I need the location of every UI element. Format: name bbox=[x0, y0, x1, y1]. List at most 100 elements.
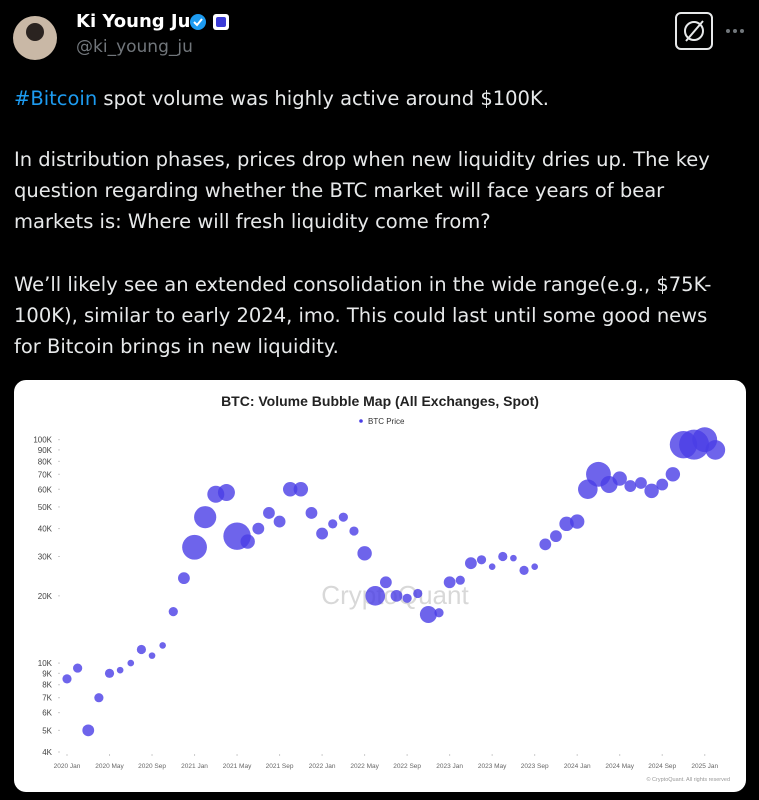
bubble bbox=[465, 557, 477, 570]
y-tick-label: 20K bbox=[38, 592, 53, 601]
bubble bbox=[569, 514, 585, 529]
post-line: markets is: Where will fresh liquidity c… bbox=[14, 210, 491, 233]
bubble bbox=[679, 429, 710, 460]
bubble bbox=[263, 507, 275, 519]
y-tick-label: 5K bbox=[42, 726, 52, 735]
grok-button[interactable] bbox=[675, 12, 713, 50]
x-tick-label: 2021 May bbox=[223, 763, 252, 770]
y-tick-label: 80K bbox=[38, 457, 53, 466]
y-tick-label: 6K bbox=[42, 709, 52, 718]
x-tick-label: 2023 Jan bbox=[436, 763, 463, 770]
bubble bbox=[293, 482, 309, 497]
x-tick-label: 2023 Sep bbox=[521, 763, 549, 770]
x-tick-label: 2022 May bbox=[350, 763, 379, 770]
post-paragraph: We’ll likely see an extended consolidati… bbox=[14, 269, 711, 362]
grok-icon bbox=[684, 21, 704, 41]
y-tick-label: 90K bbox=[38, 446, 53, 455]
bubble bbox=[136, 644, 147, 655]
verified-check bbox=[193, 18, 203, 27]
author-name[interactable]: Ki Young Ju bbox=[76, 11, 191, 32]
bubble bbox=[357, 546, 372, 561]
y-tick-label: 70K bbox=[38, 470, 53, 479]
copyright: © CryptoQuant. All rights reserved bbox=[646, 776, 730, 783]
bubble bbox=[168, 607, 178, 617]
y-tick-label: 4K bbox=[42, 748, 52, 757]
post-line: for Bitcoin brings in new liquidity. bbox=[14, 335, 339, 358]
bubble bbox=[116, 666, 124, 674]
y-tick-label: 50K bbox=[38, 503, 53, 512]
bubble bbox=[434, 608, 444, 618]
bubble bbox=[443, 576, 456, 589]
bubble bbox=[635, 477, 647, 489]
bubble bbox=[338, 512, 348, 522]
bubble bbox=[178, 572, 190, 585]
bubble bbox=[488, 563, 496, 571]
bubble bbox=[94, 693, 104, 703]
verified-badge bbox=[190, 14, 206, 30]
author-handle[interactable]: @ki_young_ju bbox=[76, 37, 193, 57]
bubble bbox=[365, 586, 386, 606]
header-icons bbox=[13, 12, 744, 60]
bubble bbox=[578, 479, 598, 500]
bubble bbox=[273, 515, 286, 528]
x-tick-label: 2021 Jan bbox=[181, 763, 208, 770]
bubble bbox=[390, 589, 403, 602]
x-tick-label: 2024 May bbox=[605, 763, 634, 770]
y-tick-label: 60K bbox=[38, 485, 53, 494]
bubble bbox=[559, 516, 574, 532]
bubble bbox=[148, 652, 156, 659]
more-button[interactable] bbox=[726, 29, 744, 33]
y-tick-label: 7K bbox=[42, 694, 52, 703]
bubble bbox=[379, 576, 392, 589]
chart-card bbox=[14, 380, 746, 792]
bubble bbox=[182, 534, 207, 560]
bubble bbox=[73, 663, 83, 673]
post-line: In distribution phases, prices drop when… bbox=[14, 148, 710, 171]
bubble bbox=[223, 522, 251, 550]
y-tick-label: 30K bbox=[38, 553, 53, 562]
bubble bbox=[644, 483, 659, 499]
bubble bbox=[519, 565, 529, 575]
x-tick-label: 2020 Jan bbox=[54, 763, 81, 770]
bubble bbox=[612, 471, 627, 486]
x-tick-label: 2024 Sep bbox=[648, 763, 676, 770]
bubble bbox=[305, 507, 318, 519]
bubble bbox=[328, 519, 338, 529]
bubble bbox=[62, 674, 72, 684]
bubble bbox=[476, 555, 487, 565]
bubble bbox=[539, 538, 552, 551]
bubble bbox=[692, 427, 718, 453]
x-tick-label: 2021 Sep bbox=[266, 763, 294, 770]
x-tick-label: 2022 Jan bbox=[309, 763, 336, 770]
post-paragraph: In distribution phases, prices drop when… bbox=[14, 144, 710, 237]
post-line: We’ll likely see an extended consolidati… bbox=[14, 273, 712, 296]
post-line: #Bitcoin spot volume was highly active a… bbox=[14, 83, 549, 114]
x-tick-label: 2020 Sep bbox=[138, 763, 166, 770]
bubble bbox=[207, 485, 225, 503]
bubble bbox=[104, 668, 115, 678]
hashtag[interactable]: #Bitcoin bbox=[14, 87, 98, 110]
bubble bbox=[127, 659, 135, 667]
x-tick-label: 2025 Jan bbox=[691, 763, 718, 770]
bubble bbox=[283, 482, 298, 497]
bubble bbox=[669, 430, 698, 459]
post-line: 100K), similar to early 2024, imo. This … bbox=[14, 304, 708, 327]
bubble bbox=[531, 563, 538, 571]
bubble bbox=[705, 440, 726, 460]
x-tick-label: 2024 Jan bbox=[564, 763, 591, 770]
avatar-face bbox=[26, 23, 44, 41]
legend-label: BTC Price bbox=[368, 417, 405, 426]
x-tick-label: 2023 May bbox=[478, 763, 507, 770]
watermark: CryptoQuant bbox=[321, 580, 469, 610]
grok-icon-slash bbox=[685, 20, 704, 42]
y-tick-label: 9K bbox=[42, 669, 52, 678]
post-line: question regarding whether the BTC marke… bbox=[14, 179, 665, 202]
bubble bbox=[624, 480, 637, 492]
bubble bbox=[194, 506, 217, 529]
bubble bbox=[455, 575, 465, 585]
bubble bbox=[600, 476, 618, 494]
x-tick-label: 2022 Sep bbox=[393, 763, 421, 770]
bubble bbox=[240, 534, 255, 549]
